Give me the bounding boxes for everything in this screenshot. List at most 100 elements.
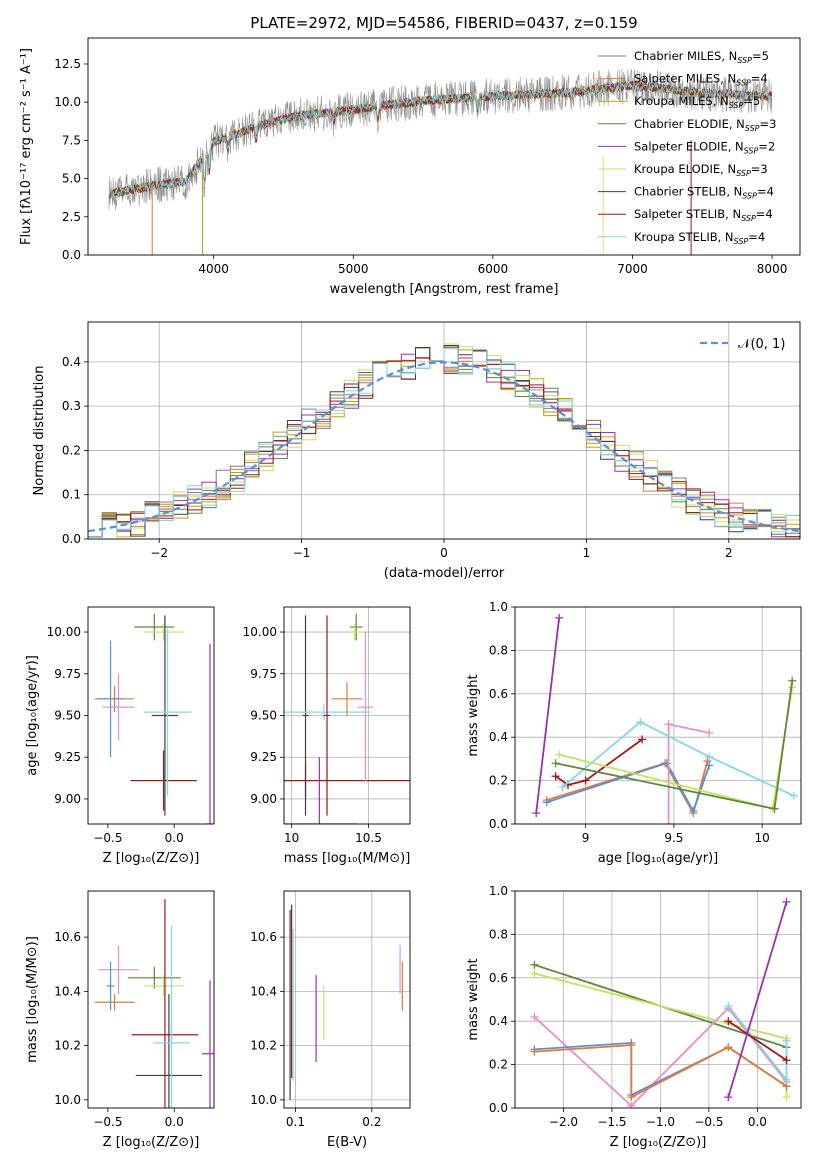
z-mass-point-2: [106, 961, 115, 1011]
mass-age-point-4: [323, 615, 331, 816]
weight-age-marker-7-0: [551, 759, 560, 768]
spectrum-legend-label-5: Kroupa ELODIE, NSSP=3: [634, 162, 768, 178]
weight-age-marker-4-2: [705, 728, 714, 737]
weight-age-marker-3-0: [542, 798, 551, 807]
weight-age-series-3: [546, 762, 711, 814]
spectrum-legend-label-2: Kroupa MILES, NSSP=5: [634, 94, 760, 110]
weight-z-marker-5-2: [782, 1036, 791, 1045]
z-age-point-1: [102, 673, 135, 741]
spectrum-axes: 4000 5000 6000 7000 8000 0.0 2.5 5.0 7.5 10.0 12.5…: [19, 48, 787, 297]
mass-age-ytick-label-1: 9.25: [250, 750, 277, 764]
spectrum-legend-label-0: Chabrier MILES, NSSP=5: [634, 49, 769, 65]
weight-age-marker-5-0: [558, 783, 567, 792]
weight-age-xlabel: age [log₁₀(age/yr)]: [598, 851, 719, 866]
z-mass-axes: −0.5 0.0 10.0 10.2 10.4 10.6 Z [log₁₀(Z/Z⊙)] ma…: [25, 930, 199, 1150]
weight-age-marker-5-2: [705, 752, 714, 761]
residuals-frame: [87, 321, 801, 540]
ebv-mass-axes: 0.1 0.2 10.0 10.2 10.4 10.6 E(B-V): [250, 891, 410, 1150]
weight-z-marker-4-2: [627, 1093, 636, 1102]
weight-age-marker-5-1: [636, 718, 645, 727]
residual-hist-8: [88, 348, 800, 538]
spectrum-ytick-label-1: 2.5: [62, 210, 81, 224]
spectrum-ytick-label-0: 0.0: [62, 248, 81, 262]
z-age-point-7: [143, 628, 192, 796]
weight-age-marker-1-2: [581, 776, 590, 785]
weight-age-xtick-label-0: 9: [582, 831, 590, 845]
spectrum-legend: Chabrier MILES, NSSP=5 Salpeter MILES, NS…: [598, 49, 776, 246]
weight-age-marker-2-3: [703, 757, 712, 766]
z-mass-xlabel: Z [log₁₀(Z/Z⊙)]: [103, 1135, 200, 1150]
spectrum-xtick-label-1: 5000: [338, 262, 369, 276]
weight-z-marker-4-0: [530, 1047, 539, 1056]
z-mass-xtick-label-1: 0.0: [165, 1115, 184, 1129]
weight-age-series-0: [535, 617, 560, 814]
weight-z-xtick-label-1: −1.5: [597, 1115, 626, 1129]
weight-age-marker-0-1: [555, 613, 564, 622]
ebv-mass-ytick-label-0: 10.0: [250, 1093, 277, 1107]
weight-z-marker-7-0: [724, 1093, 733, 1102]
weight-age-marker-1-0: [551, 772, 560, 781]
residuals-ylabel: Normed distribution: [32, 366, 47, 496]
weight-z-marker-5-1: [782, 1075, 791, 1084]
weight-z-marker-1-2: [782, 1093, 791, 1102]
z-age-xlabel: Z [log₁₀(Z/Z⊙)]: [103, 851, 200, 866]
ebv-mass-ytick-label-3: 10.6: [250, 930, 277, 944]
spectrum-legend-label-4: Salpeter ELODIE, NSSP=2: [634, 139, 775, 155]
spectrum-ytick-label-5: 12.5: [54, 57, 81, 71]
ebv-mass-frame: [283, 890, 411, 1109]
spectrum-plot-area: [108, 68, 773, 255]
z-age-xtick-label-1: 0.0: [165, 831, 184, 845]
weight-age-marker-7-1: [770, 804, 779, 813]
weight-age-xtick-label-2: 10: [755, 831, 770, 845]
weight-z-xtick-label-3: −0.5: [694, 1115, 723, 1129]
mass-age-axes: 10 10.5 9.00 9.25 9.50 9.75 10.00 mass [log₁₀(M…: [243, 607, 411, 866]
spectrum-title: PLATE=2972, MJD=54586, FIBERID=0437, z=0…: [250, 14, 637, 32]
residuals-xtick-label-3: 1: [583, 546, 591, 560]
residual-normal-curve: [88, 361, 800, 533]
z-age-point-6: [151, 615, 179, 816]
weight-age-marker-7-2: [788, 676, 797, 685]
spectrum-xtick-label-0: 4000: [198, 262, 229, 276]
mass-age-plot-area: [284, 613, 410, 824]
spectrum-xlabel: wavelength [Angstrom, rest frame]: [330, 282, 559, 297]
weight-age-ytick-label-3: 0.6: [489, 687, 508, 701]
mass-age-xtick-label-0: 10: [284, 831, 299, 845]
spectrum-ytick-label-3: 7.5: [62, 133, 81, 147]
mass-age-point-7: [350, 613, 363, 641]
spectrum-series-8: [108, 80, 772, 199]
mass-age-point-1: [302, 615, 309, 816]
weight-z-marker-2-0: [530, 1012, 539, 1021]
spectrum-ytick-label-2: 5.0: [62, 172, 81, 186]
z-age-ytick-label-2: 9.50: [54, 709, 81, 723]
z-age-point-4: [143, 623, 184, 641]
weight-age-marker-3-2: [689, 806, 698, 815]
spectrum-series-7: [108, 80, 772, 199]
weight-z-ytick-label-1: 0.2: [489, 1058, 508, 1072]
z-age-ytick-label-1: 9.25: [54, 750, 81, 764]
weight-z-marker-5-0: [724, 1002, 733, 1011]
mass-age-ytick-label-2: 9.50: [250, 709, 277, 723]
z-mass-ytick-label-3: 10.6: [54, 930, 81, 944]
residuals-ytick-label-4: 0.4: [62, 355, 81, 369]
weight-age-series-5: [562, 720, 795, 797]
z-mass-xtick-label-0: −0.5: [93, 1115, 122, 1129]
weight-z-xlabel: Z [log₁₀(Z/Z⊙)]: [610, 1135, 707, 1150]
weight-z-marker-2-1: [627, 1101, 636, 1108]
z-mass-frame: [87, 890, 215, 1109]
residuals-xtick-label-2: 0: [440, 546, 448, 560]
weight-age-marker-6-0: [555, 750, 564, 759]
mass-age-xlabel: mass [log₁₀(M/M⊙)]: [284, 851, 411, 866]
residuals-ytick-label-0: 0.0: [62, 532, 81, 546]
ebv-mass-plot-area: [289, 904, 403, 1100]
z-mass-point-8: [202, 980, 214, 1108]
z-age-ylabel: age [log₁₀(age/yr)]: [25, 655, 40, 776]
z-age-ytick-label-0: 9.00: [54, 792, 81, 806]
weight-age-ylabel: mass weight: [466, 674, 481, 756]
weight-z-ytick-label-0: 0.0: [489, 1101, 508, 1115]
weight-z-plot-area: [530, 897, 791, 1108]
residuals-xtick-label-4: 2: [725, 546, 733, 560]
ebv-mass-xtick-label-0: 0.1: [286, 1115, 305, 1129]
weight-z-marker-0-0: [530, 960, 539, 969]
z-age-plot-area: [94, 613, 214, 824]
